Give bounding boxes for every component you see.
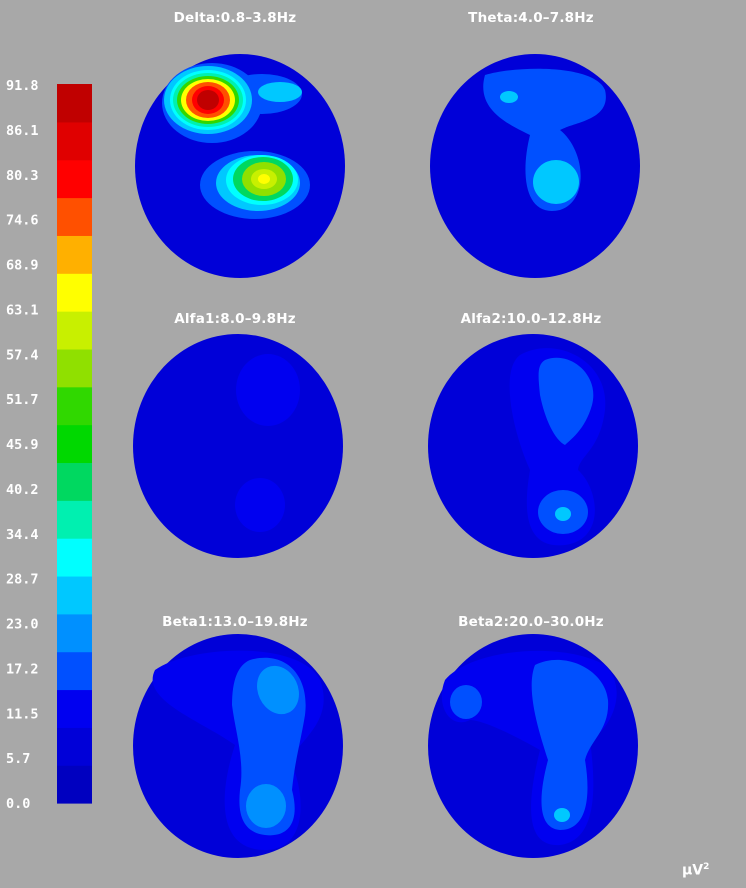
colorbar-tick-label: 5.7 (6, 751, 30, 767)
colorbar-band (57, 311, 92, 350)
colorbar-band (57, 348, 92, 388)
unit-power: 2 (703, 862, 710, 872)
colorbar-band (57, 121, 92, 161)
colorbar-band (57, 386, 92, 426)
colorbar-band (57, 273, 92, 312)
colorbar-tick-label: 28.7 (6, 572, 39, 588)
colorbar (57, 84, 92, 804)
map-title-beta1: Beta1:13.0–19.8Hz (162, 614, 308, 630)
colorbar-tick-label: 0.0 (6, 796, 30, 812)
colorbar-band (57, 84, 92, 123)
colorbar-tick-label: 91.8 (6, 78, 39, 94)
topomap-beta1: Beta1:13.0–19.8Hz (133, 614, 343, 858)
colorbar-tick-label: 11.5 (6, 706, 39, 722)
colorbar-band (57, 197, 92, 236)
colorbar-tick-label: 74.6 (6, 213, 39, 229)
map-title-alfa2: Alfa2:10.0–12.8Hz (461, 311, 602, 327)
colorbar-tick-label: 40.2 (6, 482, 39, 498)
colorbar-tick-label: 68.9 (6, 258, 39, 274)
topomap-alfa2: Alfa2:10.0–12.8Hz (428, 311, 638, 558)
colorbar-band (57, 613, 92, 653)
head-outline (133, 334, 343, 558)
colorbar-band (57, 500, 92, 539)
map-title-beta2: Beta2:20.0–30.0Hz (458, 614, 604, 630)
colorbar-tick-label: 80.3 (6, 168, 39, 184)
unit-text: μV (682, 862, 704, 879)
colorbar-band (57, 727, 92, 766)
topomap-beta2: Beta2:20.0–30.0Hz (428, 614, 638, 858)
topomap-delta: Delta:0.8–3.8Hz (135, 10, 345, 278)
colorbar-band (57, 765, 92, 804)
colorbar-tick-label: 34.4 (6, 527, 39, 543)
colorbar-tick-label: 86.1 (6, 123, 39, 139)
unit-label: μV2 (682, 862, 709, 879)
colorbar-tick-label: 23.0 (6, 617, 39, 633)
colorbar-tick-label: 17.2 (6, 661, 39, 677)
map-title-theta: Theta:4.0–7.8Hz (468, 10, 594, 26)
colorbar-band (57, 651, 92, 691)
topomap-theta: Theta:4.0–7.8Hz (430, 10, 640, 278)
colorbar-tick-label: 51.7 (6, 392, 39, 408)
colorbar-band (57, 538, 92, 577)
colorbar-tick-labels: 91.8 86.1 80.3 74.6 68.9 63.1 57.4 51.7 45.9 40.2… (6, 78, 39, 812)
colorbar-band (57, 462, 92, 501)
colorbar-band (57, 424, 92, 464)
colorbar-band (57, 159, 92, 199)
colorbar-tick-label: 63.1 (6, 302, 39, 318)
colorbar-tick-label: 45.9 (6, 437, 39, 453)
colorbar-band (57, 235, 92, 274)
map-title-alfa1: Alfa1:8.0–9.8Hz (174, 311, 296, 327)
colorbar-band (57, 689, 92, 728)
colorbar-band (57, 575, 92, 615)
topomap-alfa1: Alfa1:8.0–9.8Hz (133, 311, 343, 558)
colorbar-tick-label: 57.4 (6, 347, 39, 363)
map-title-delta: Delta:0.8–3.8Hz (174, 10, 297, 26)
